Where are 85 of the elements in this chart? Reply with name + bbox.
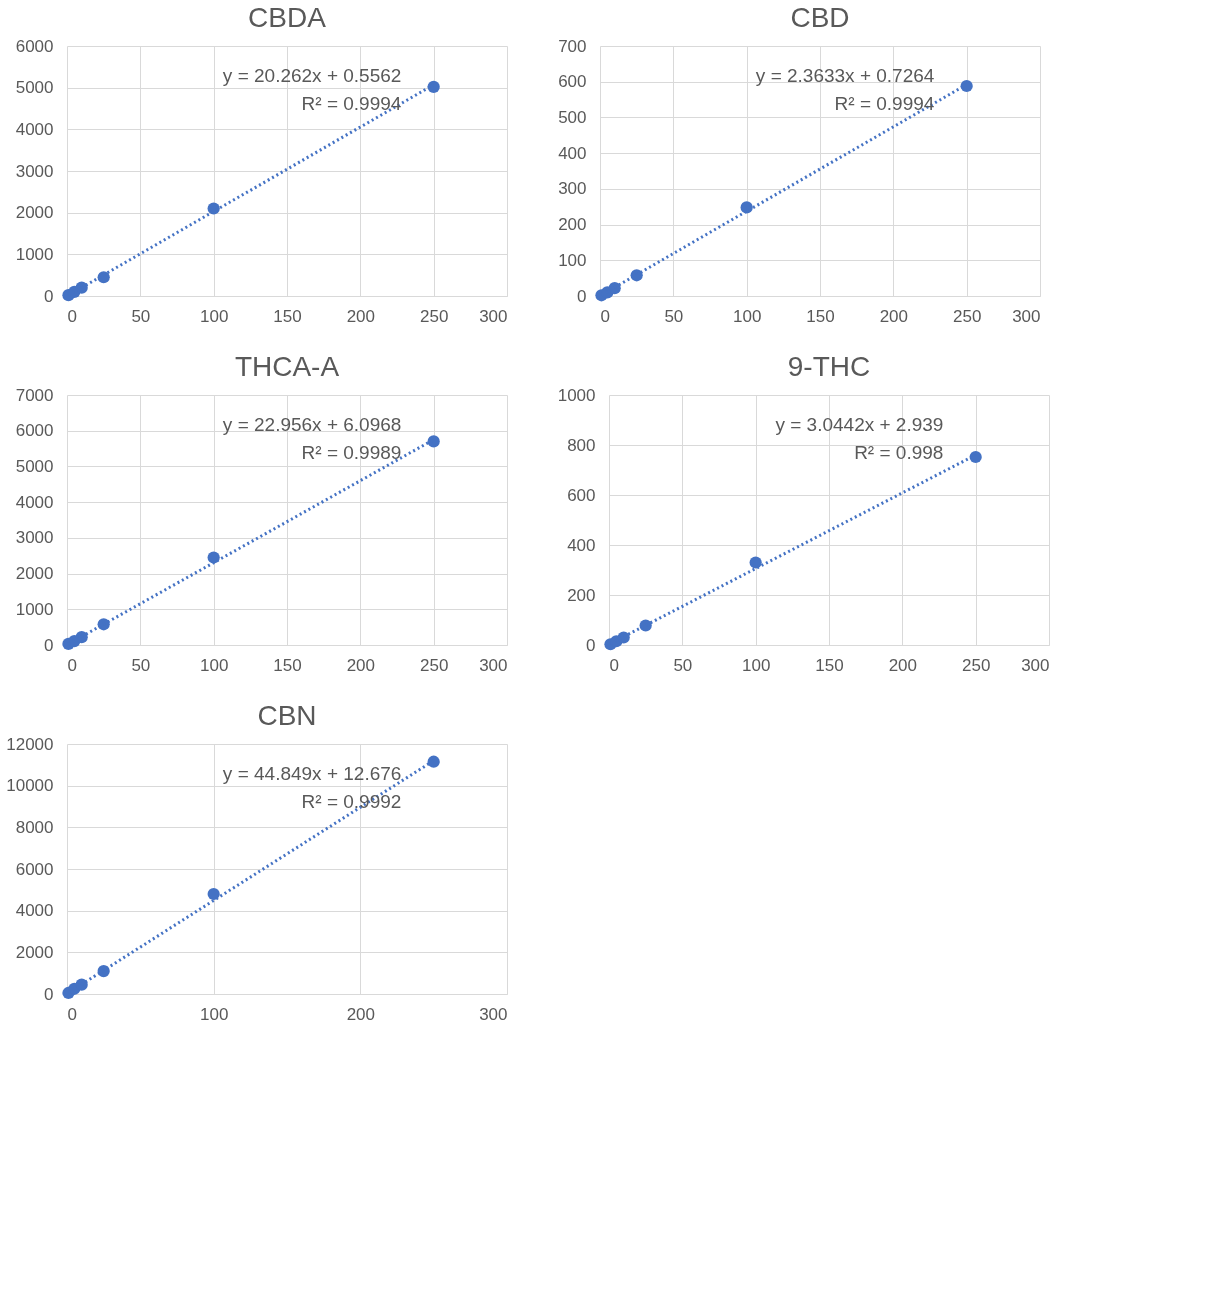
x-tick-label: 50 <box>131 655 151 675</box>
x-tick-label: 50 <box>131 306 151 326</box>
x-tick-label: 0 <box>67 306 77 326</box>
x-tick-label: 250 <box>419 655 449 675</box>
x-tick-label: 250 <box>419 306 449 326</box>
y-tick-label: 400 <box>567 535 596 555</box>
chart-title: THCA-A <box>234 351 340 382</box>
x-tick-label: 150 <box>815 655 844 675</box>
y-tick-label: 100 <box>558 250 587 270</box>
x-tick-label: 300 <box>479 1004 508 1024</box>
y-tick-label: 700 <box>558 36 587 56</box>
y-tick-label: 6000 <box>15 421 54 441</box>
y-tick-label: 0 <box>44 286 54 306</box>
y-tick-label: 200 <box>567 585 596 605</box>
y-tick-label: 300 <box>558 179 587 199</box>
annotation: y = 3.0442x + 2.939 <box>775 414 944 435</box>
y-tick-label: 4000 <box>15 492 54 512</box>
y-tick-label: 800 <box>567 435 596 455</box>
annotation: R² = 0.9989 <box>301 442 402 463</box>
y-tick-label: 2000 <box>15 203 54 223</box>
x-tick-label: 50 <box>673 655 693 675</box>
x-tick-label: 150 <box>273 655 302 675</box>
x-tick-label: 100 <box>199 306 229 326</box>
annotation: R² = 0.998 <box>854 442 944 463</box>
x-tick-label: 200 <box>888 655 918 675</box>
point <box>969 450 982 464</box>
y-tick-label: 10000 <box>6 776 54 796</box>
x-tick-label: 200 <box>879 306 909 326</box>
x-tick-label: 100 <box>199 1004 229 1024</box>
y-tick-label: 6000 <box>15 859 54 879</box>
chart-title: CBDA <box>248 2 327 33</box>
x-tick-label: 250 <box>961 655 991 675</box>
y-tick-label: 8000 <box>15 817 54 837</box>
y-tick-label: 500 <box>558 107 587 127</box>
y-tick-label: 4000 <box>15 119 54 139</box>
chart-title: CBD <box>790 2 850 33</box>
x-tick-label: 200 <box>346 655 376 675</box>
y-tick-label: 1000 <box>15 599 54 619</box>
x-tick-label: 150 <box>273 306 302 326</box>
y-tick-label: 3000 <box>15 161 54 181</box>
y-tick-label: 12000 <box>6 734 54 754</box>
y-tick-label: 2000 <box>15 942 54 962</box>
annotation: y = 44.849x + 12.676 <box>222 763 402 784</box>
y-tick-label: 1000 <box>557 385 596 405</box>
y-tick-label: 0 <box>586 635 596 655</box>
x-tick-label: 100 <box>732 306 762 326</box>
x-tick-label: 50 <box>664 306 684 326</box>
x-tick-label: 0 <box>609 655 619 675</box>
x-tick-label: 300 <box>1021 655 1050 675</box>
annotation: R² = 0.9994 <box>301 93 402 114</box>
x-tick-label: 100 <box>741 655 771 675</box>
x-tick-label: 150 <box>806 306 835 326</box>
point <box>427 435 440 448</box>
y-tick-label: 3000 <box>15 528 54 548</box>
y-tick-label: 2000 <box>15 564 54 584</box>
y-tick-label: 200 <box>558 215 587 235</box>
x-tick-label: 0 <box>600 306 610 326</box>
y-tick-label: 0 <box>577 286 587 306</box>
y-tick-label: 7000 <box>15 385 54 405</box>
x-tick-label: 200 <box>346 306 376 326</box>
x-tick-label: 0 <box>67 655 77 675</box>
chart-title: CBN <box>257 700 317 731</box>
y-tick-label: 0 <box>44 635 54 655</box>
y-tick-label: 600 <box>558 72 587 92</box>
x-tick-label: 300 <box>1012 306 1041 326</box>
y-tick-label: 1000 <box>15 244 54 264</box>
chart-title: 9-THC <box>787 351 871 382</box>
x-tick-label: 0 <box>67 1004 77 1024</box>
annotation: R² = 0.9994 <box>834 93 935 114</box>
x-tick-label: 300 <box>479 655 508 675</box>
y-tick-label: 4000 <box>15 901 54 921</box>
x-tick-label: 250 <box>952 306 982 326</box>
y-tick-label: 400 <box>558 143 587 163</box>
annotation: y = 2.3633x + 0.7264 <box>755 65 935 86</box>
x-tick-label: 300 <box>479 306 508 326</box>
annotation: y = 20.262x + 0.5562 <box>222 65 402 86</box>
y-tick-label: 5000 <box>15 456 54 476</box>
point <box>749 556 762 569</box>
y-tick-label: 600 <box>567 485 596 505</box>
y-tick-label: 6000 <box>15 36 54 56</box>
x-tick-label: 200 <box>346 1004 376 1024</box>
x-tick-label: 100 <box>199 655 229 675</box>
y-tick-label: 5000 <box>15 78 54 98</box>
annotation: y = 22.956x + 6.0968 <box>222 414 402 435</box>
y-tick-label: 0 <box>44 984 54 1004</box>
